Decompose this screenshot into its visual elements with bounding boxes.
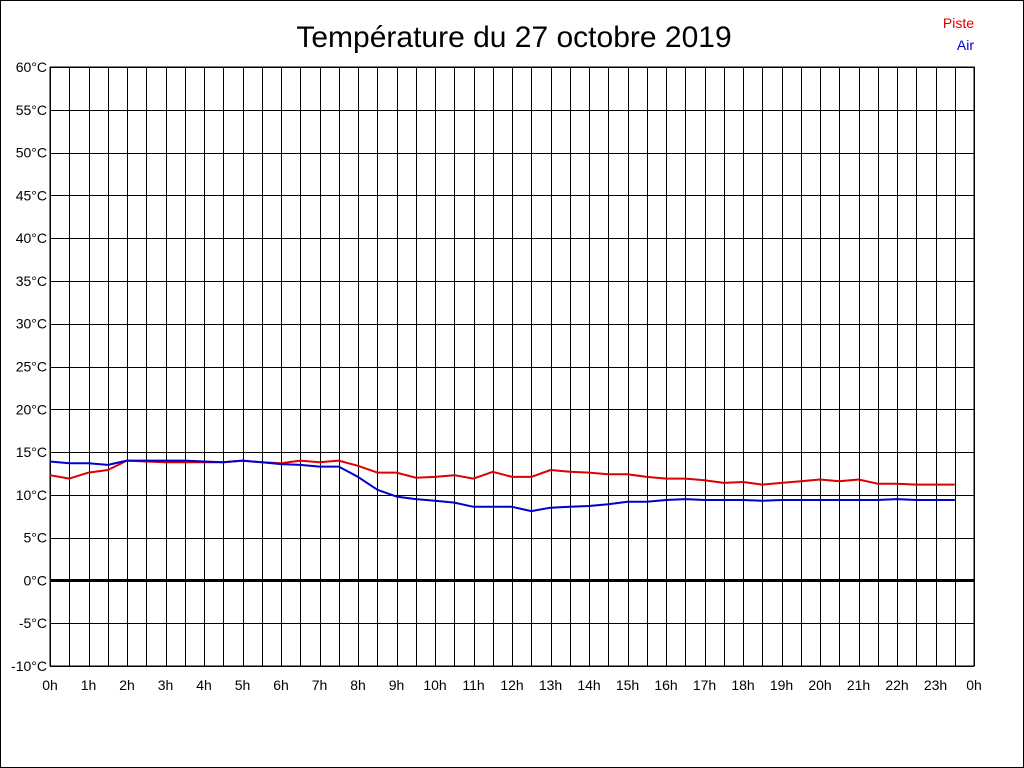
x-tick-label: 1h xyxy=(81,677,97,693)
x-tick-label: 4h xyxy=(196,677,212,693)
x-tick-label: 0h xyxy=(966,677,982,693)
x-tick-label: 0h xyxy=(42,677,58,693)
y-tick-label: 5°C xyxy=(24,530,48,546)
x-tick-label: 16h xyxy=(654,677,677,693)
y-tick-label: 35°C xyxy=(16,273,47,289)
y-axis: 60°C 55°C 50°C 45°C 40°C 35°C 30°C 25°C 20°C 15°C… xyxy=(11,59,47,674)
series-layer xyxy=(49,459,955,513)
x-tick-label: 15h xyxy=(616,677,639,693)
x-tick-label: 13h xyxy=(539,677,562,693)
y-tick-label: 55°C xyxy=(16,102,47,118)
x-tick-label: 3h xyxy=(158,677,174,693)
y-tick-label: 50°C xyxy=(16,145,47,161)
x-tick-label: 19h xyxy=(770,677,793,693)
chart-title: Température du 27 octobre 2019 xyxy=(296,21,731,54)
x-tick-label: 23h xyxy=(924,677,947,693)
x-tick-label: 9h xyxy=(389,677,405,693)
x-tick-label: 5h xyxy=(235,677,251,693)
y-tick-label: 20°C xyxy=(16,401,47,417)
x-tick-label: 20h xyxy=(808,677,831,693)
y-tick-label: 45°C xyxy=(16,187,47,203)
x-tick-label: 22h xyxy=(885,677,908,693)
y-tick-label: 60°C xyxy=(16,59,47,75)
x-tick-label: 17h xyxy=(693,677,716,693)
legend: Piste Air xyxy=(943,15,974,53)
y-tick-label: -10°C xyxy=(11,658,47,674)
x-tick-label: 12h xyxy=(500,677,523,693)
x-tick-label: 11h xyxy=(462,677,484,693)
plot-area xyxy=(49,66,975,667)
x-tick-label: 6h xyxy=(273,677,289,693)
y-tick-label: 15°C xyxy=(16,444,47,460)
y-tick-label: 30°C xyxy=(16,316,47,332)
x-tick-label: 14h xyxy=(577,677,600,693)
y-tick-label: 25°C xyxy=(16,359,47,375)
x-tick-label: 7h xyxy=(312,677,328,693)
y-tick-label: 0°C xyxy=(24,572,48,588)
x-axis: 0h 1h 2h 3h 4h 5h 6h 7h 8h 9h 10h 11h 12h 13h 14h 15h 16… xyxy=(42,677,982,693)
x-tick-label: 18h xyxy=(731,677,754,693)
legend-item-air: Air xyxy=(957,37,974,53)
y-tick-label: -5°C xyxy=(19,615,47,631)
legend-item-piste: Piste xyxy=(943,15,974,31)
x-tick-label: 21h xyxy=(847,677,870,693)
x-tick-label: 2h xyxy=(119,677,135,693)
x-tick-label: 8h xyxy=(350,677,366,693)
x-tick-label: 10h xyxy=(423,677,446,693)
y-tick-label: 40°C xyxy=(16,230,47,246)
series-line-air xyxy=(49,459,955,513)
y-tick-label: 10°C xyxy=(16,487,47,503)
